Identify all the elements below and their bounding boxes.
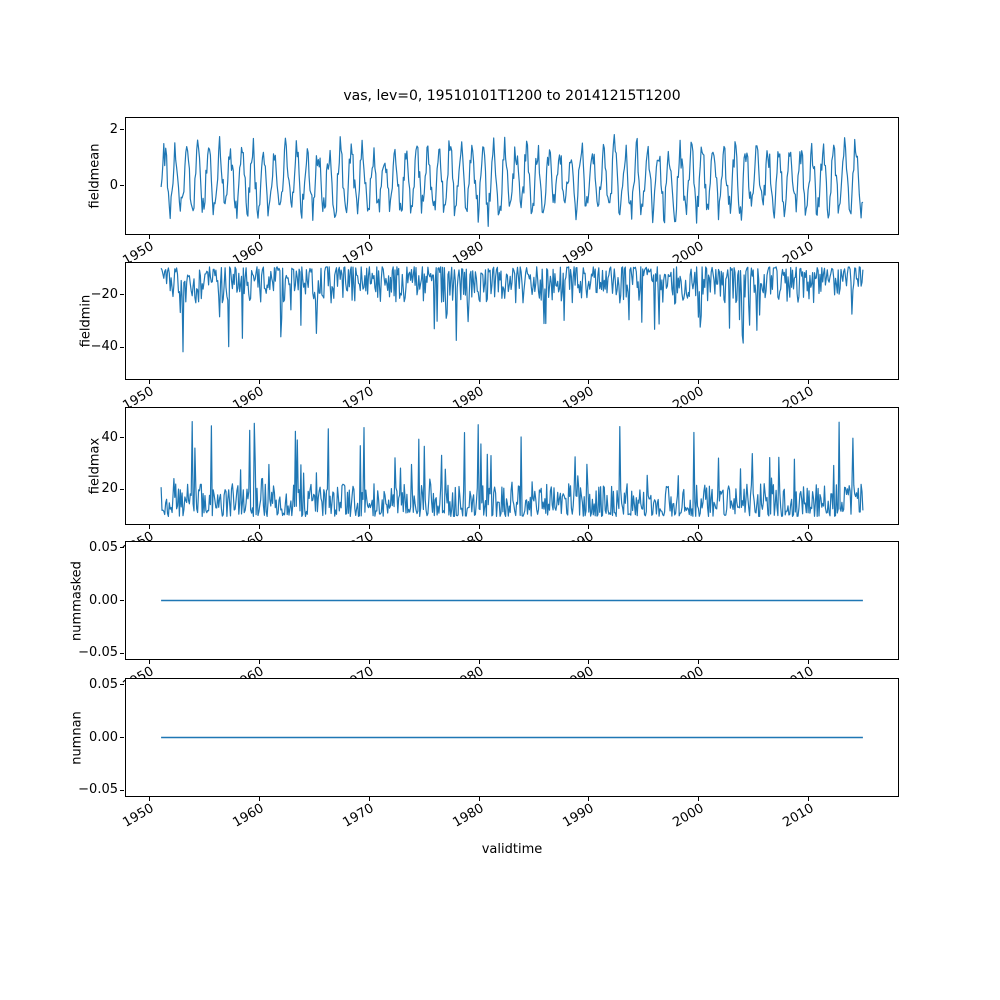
y-tick-mark — [120, 737, 124, 738]
y-tick-label: 0 — [109, 177, 118, 193]
x-tick-mark — [698, 660, 700, 664]
subplot-nummasked: 19501960197019801990200020100.050.00−0.0… — [70, 540, 899, 694]
x-tick-mark — [258, 235, 260, 239]
series-plot-fieldmean — [160, 134, 864, 228]
x-tick-mark — [588, 380, 590, 384]
x-tick-mark — [808, 235, 810, 239]
x-tick-mark — [368, 235, 370, 239]
x-tick-mark — [478, 525, 480, 529]
x-tick-mark — [478, 235, 480, 239]
y-axis-label-numnan: numnan — [69, 710, 85, 765]
y-tick-label: −20 — [90, 286, 118, 302]
y-tick-mark — [120, 600, 124, 601]
subplot-numnan: 1950 1960 1970 1980 1990 2000 2010 0.05 0.00 −0.0… — [70, 677, 899, 831]
x-tick-mark — [698, 797, 700, 801]
x-tick-mark — [258, 525, 260, 529]
x-tick-mark — [258, 380, 260, 384]
series-plot-nummasked — [161, 599, 863, 602]
x-tick-mark — [808, 797, 810, 801]
y-axis-label-fieldmin: fieldmin — [78, 294, 94, 348]
y-tick-mark — [120, 437, 124, 439]
x-tick-mark — [698, 235, 700, 239]
y-tick-mark — [120, 547, 124, 549]
x-tick-mark — [478, 660, 480, 664]
axes-fieldmax — [125, 407, 899, 525]
x-tick-mark — [148, 380, 150, 384]
y-tick-label: 0.05 — [89, 539, 118, 555]
x-tick-label: 1960 — [230, 801, 267, 831]
series-line-fieldmean — [160, 134, 864, 228]
axes-nummasked — [125, 541, 899, 660]
x-tick-mark — [148, 235, 150, 239]
x-tick-mark — [368, 797, 370, 801]
y-tick-label: 40 — [101, 429, 118, 445]
x-tick-mark — [368, 660, 370, 664]
x-tick-mark — [148, 660, 150, 664]
subplot-fieldmax: 19501960197019801990200020104020fieldmax — [88, 407, 899, 559]
axes-fieldmean — [125, 117, 899, 235]
y-tick-mark — [120, 294, 124, 296]
y-tick-mark — [120, 346, 124, 348]
axes-fieldmin — [125, 262, 899, 380]
x-tick-mark — [808, 525, 810, 529]
x-tick-label: 1950 — [120, 801, 157, 831]
x-axis-label: validtime — [481, 842, 543, 857]
axes-numnan — [125, 678, 899, 797]
y-tick-label: 0.05 — [89, 676, 118, 692]
y-tick-mark — [120, 185, 124, 187]
x-tick-mark — [698, 380, 700, 384]
series-plot-numnan — [161, 736, 863, 739]
y-tick-label: −0.05 — [78, 645, 118, 661]
y-tick-label: 0.00 — [89, 592, 118, 608]
x-tick-label: 2010 — [780, 801, 817, 831]
x-tick-mark — [258, 660, 260, 664]
x-tick-label: 1990 — [560, 801, 597, 831]
series-plot-fieldmax — [160, 421, 864, 518]
x-tick-mark — [808, 380, 810, 384]
x-tick-label: 2000 — [670, 801, 707, 831]
y-axis-label-fieldmax: fieldmax — [87, 437, 103, 495]
y-tick-mark — [120, 129, 124, 131]
series-plot-fieldmin — [160, 266, 864, 353]
x-tick-label: 1970 — [340, 801, 377, 831]
chart-title: vas, lev=0, 19510101T1200 to 20141215T12… — [343, 88, 681, 104]
x-tick-mark — [588, 797, 590, 801]
x-tick-mark — [478, 797, 480, 801]
y-tick-label: 0.00 — [89, 729, 118, 745]
series-line-fieldmin — [160, 266, 864, 353]
y-tick-label: −0.05 — [78, 782, 118, 798]
x-tick-mark — [368, 525, 370, 529]
x-tick-mark — [368, 380, 370, 384]
x-tick-mark — [588, 525, 590, 529]
x-tick-label: 1980 — [450, 801, 487, 831]
y-axis-label-fieldmean: fieldmean — [87, 143, 103, 209]
x-tick-mark — [588, 235, 590, 239]
x-tick-mark — [148, 525, 150, 529]
x-tick-mark — [588, 660, 590, 664]
y-tick-mark — [120, 684, 124, 686]
x-tick-mark — [148, 797, 150, 801]
x-tick-mark — [698, 525, 700, 529]
x-tick-mark — [808, 660, 810, 664]
subplot-fieldmin: 1950 1960 1970 1980 1990 2000 2010 −20 −40 fieldm… — [79, 262, 899, 414]
x-tick-mark — [478, 380, 480, 384]
subplot-fieldmean: 1950 1960 1970 1980 1990 2000 2010 2 0 fieldmean — [88, 117, 899, 269]
y-tick-mark — [120, 488, 124, 490]
y-tick-mark — [120, 652, 124, 654]
y-tick-mark — [120, 789, 124, 791]
x-tick-mark — [258, 797, 260, 801]
y-axis-label-nummasked: nummasked — [69, 560, 85, 641]
y-tick-label: 2 — [109, 121, 118, 137]
y-tick-label: 20 — [101, 481, 118, 497]
series-line-fieldmax — [160, 421, 864, 518]
y-tick-label: −40 — [90, 339, 118, 355]
